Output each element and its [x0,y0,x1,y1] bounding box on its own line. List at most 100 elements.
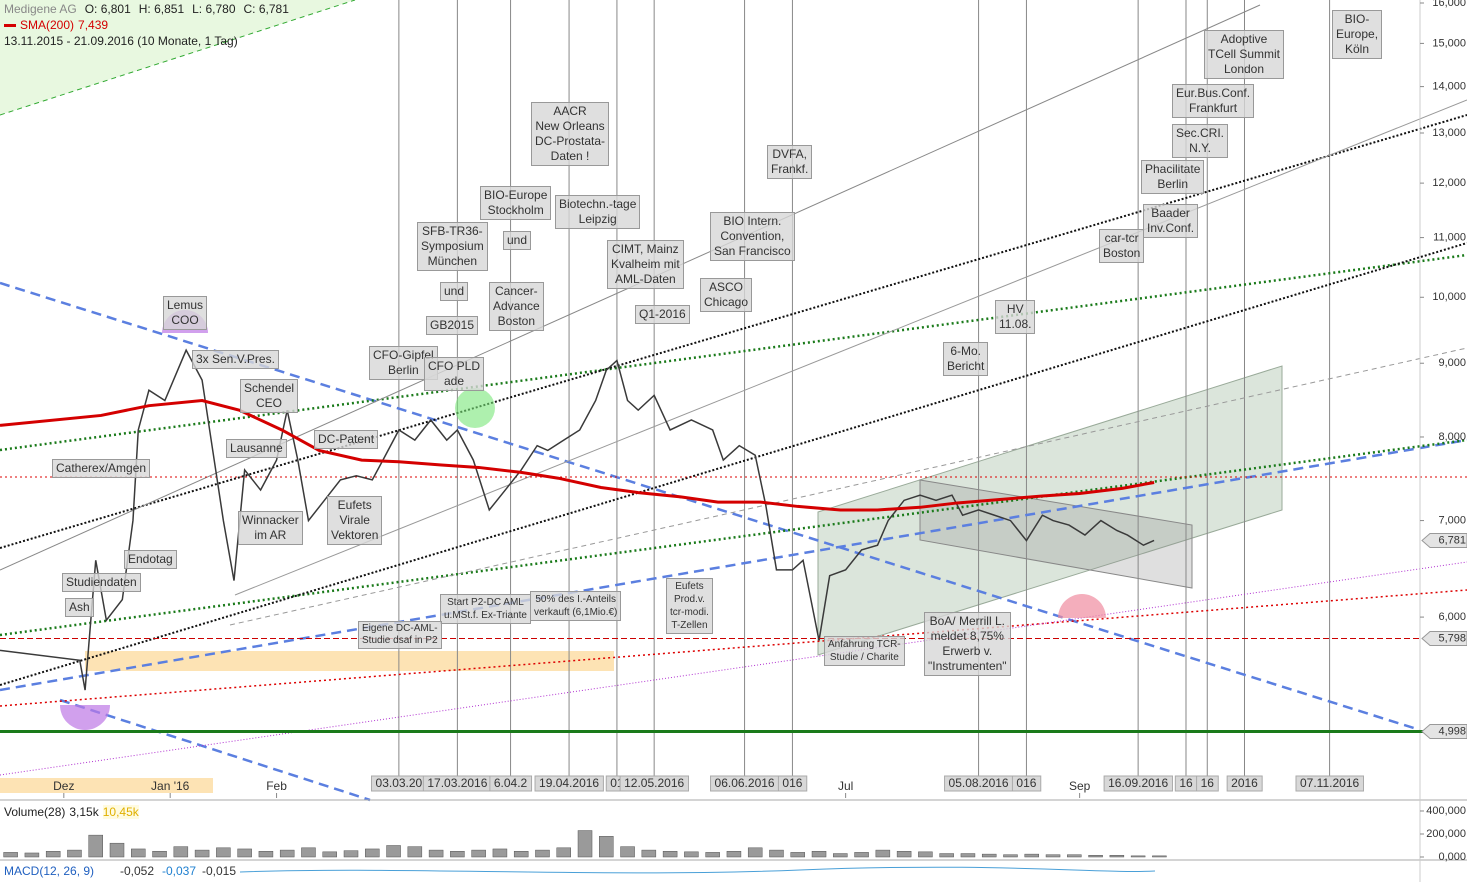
y-tick-label: 15,000 [1432,37,1466,49]
range-label: 13.11.2015 - 21.09.2016 (10 Monate, 1 Ta… [4,34,238,48]
annotation: GB2015 [426,316,479,335]
annotation: Studiendaten [62,573,141,592]
macd-value: -0,015 [202,864,236,878]
legend-value: 7,439 [78,18,109,32]
annotation: Winnacker im AR [238,511,303,545]
event-label: 16 [1179,776,1193,790]
annotation: BIO-Europe Stockholm [480,186,552,220]
volume-bar [620,846,635,858]
macd-value: -0,037 [162,864,196,878]
annotation: 6-Mo. Bericht [943,342,989,376]
y-tick-label: 10,000 [1432,291,1466,303]
series-line [0,398,1155,512]
x-tick-label: Jan '16 [151,779,190,793]
volume-bar [492,848,508,858]
y-tick-label: 9,000 [1438,357,1466,369]
annotation: Anfahrung TCR- Studie / Charite [824,636,905,666]
annotation: 3x Sen.V.Pres. [192,350,279,369]
volume-bar [1003,854,1018,858]
volume-bar [1109,855,1125,858]
event-label: 06.06.2016 [715,776,775,790]
volume-bar [152,850,167,858]
trend-line [234,99,1467,596]
volume-bar [237,848,252,858]
volume-bar [45,850,61,858]
volume-bar [1024,853,1040,858]
legend-swatch [4,24,16,28]
trend-line [0,114,1467,549]
annotation: Cancer- Advance Boston [489,282,544,331]
y-tick-label: 12,000 [1432,177,1466,189]
volume-bar [641,849,657,858]
y-tick-label: 7,000 [1438,514,1466,526]
ohlc: O: 6,801 [84,2,131,16]
legend-label: SMA(200) [20,18,75,32]
annotation: und [440,282,469,301]
event-label: 17.03.2016 [427,776,487,790]
volume-bar [109,842,125,858]
ohlc: H: 6,851 [138,2,185,16]
volume-bar [918,851,933,858]
zone [85,651,614,671]
volume-bar [322,851,337,858]
event-label: 2016 [1231,776,1258,790]
event-box [1295,775,1364,792]
volume-bar [343,850,359,858]
volume-bar [833,853,848,858]
annotation: CFO PLD ade [424,357,485,391]
event-box [619,775,690,792]
annotation: DC-Patent [314,430,379,449]
volume-bar [407,846,423,858]
annotation: DVFA, Frankf. [767,145,813,179]
event-label: 16 [1201,776,1215,790]
price-label: 6,781 [1438,534,1466,546]
ohlc: L: 6,780 [192,2,236,16]
volume-bar [67,849,82,858]
trend-line [59,698,371,802]
channel [919,479,1193,589]
x-tick-label: Jul [838,779,853,793]
volume-bar [535,849,550,858]
volume-bar [1152,855,1167,858]
volume-bar [279,849,295,858]
header: Medigene AG O: 6,801 H: 6,851 L: 6,780 C: 6,… [4,2,297,16]
annotation: Lemus COO [163,296,208,330]
volume-bar [726,850,742,858]
marker [455,388,495,428]
volume-bar [981,853,997,858]
annotation: Phacilitate Berlin [1141,160,1205,194]
event-label: 16.09.2016 [1108,776,1168,790]
x-tick-label: Feb [266,779,287,793]
event-label: 19.04.2016 [539,776,599,790]
annotation: Endotag [124,550,177,569]
event-box [489,775,533,792]
y-tick-label: 16,000 [1432,0,1466,9]
volume-bar [769,849,784,858]
volume-bar [662,850,678,858]
annotation: Start P2-DC AML u.MSt.f. Ex-Triante [440,594,531,624]
annotation: Eur.Bus.Conf. Frankfurt [1172,84,1255,118]
trend-line [0,438,1467,692]
event-label: 016 [782,776,802,790]
trend-line [0,589,1467,707]
annotation: Q1-2016 [635,305,690,324]
trend-line [0,242,1467,686]
annotation: Biotechn.-tage Leipzig [555,195,641,229]
annotation: BIO Intern. Convention, San Francisco [710,212,795,261]
volume-bar [301,847,316,858]
volume-bar [513,850,529,858]
annotation: HV 11.08. [995,300,1036,334]
price-box [1421,631,1467,647]
volume-bar [258,850,274,858]
annotation: Eufets Virale Vektoren [327,496,383,545]
y-tick-label: 8,000 [1438,431,1466,443]
event-label: 07.11.2016 [1300,776,1359,790]
y-tick-label: 14,000 [1432,81,1466,93]
volume-bar [790,852,806,858]
annotation: car-tcr Boston [1099,229,1145,263]
x-tick-label: Dez [53,779,74,793]
ohlc: C: 6,781 [243,2,289,16]
marker [1058,594,1106,618]
volume-bar [811,850,827,858]
annotation: Ash [65,598,94,617]
